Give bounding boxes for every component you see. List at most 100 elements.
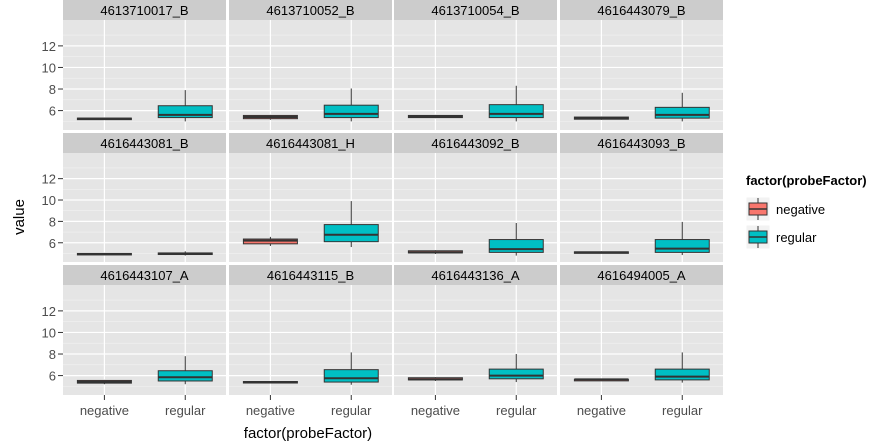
facet-strip (229, 265, 392, 285)
facet-strip-label: 4616443079_B (597, 3, 685, 18)
facet-strip-label: 4616494005_A (597, 268, 686, 283)
x-tick-label: regular (496, 403, 537, 418)
legend-title: factor(probeFactor) (746, 173, 867, 188)
facet-strip (63, 133, 226, 153)
box-negative (407, 250, 463, 254)
y-tick-label: 12 (42, 304, 56, 319)
facet-strip-label: 4616443115_B (267, 268, 354, 283)
facet-strip-label: 4613710052_B (266, 3, 354, 18)
facet-strip (63, 0, 226, 20)
x-tick-label: negative (246, 403, 295, 418)
legend-label: negative (776, 202, 825, 217)
x-axes: negative regular negative regular negative re… (80, 395, 703, 418)
box-regular (654, 352, 710, 383)
box-regular (157, 90, 213, 122)
y-axes: 6 8 10 12 6 8 10 12 6 8 10 12 (42, 39, 63, 384)
facet-strip (394, 265, 557, 285)
box-negative (573, 116, 629, 120)
box-regular (323, 201, 379, 248)
facet-strip-label: 4613710054_B (431, 3, 519, 18)
panel-background (63, 153, 226, 262)
facet-strip-label: 4616443081_B (100, 136, 188, 151)
facet-panel: 4616443092_B (394, 133, 557, 262)
facet-panel: 4613710017_B (63, 0, 226, 130)
x-tick-label: regular (331, 403, 372, 418)
facet-panel: 4616443136_A (394, 265, 557, 395)
panel-background (229, 153, 392, 262)
box-negative (76, 252, 132, 256)
y-tick-label: 12 (42, 172, 56, 187)
facet-strip (560, 133, 723, 153)
box-iqr (323, 369, 379, 383)
facet-strip-label: 4616443081_H (266, 136, 355, 151)
x-tick-label: regular (165, 403, 206, 418)
facet-strip-label: 4616443136_A (431, 268, 520, 283)
y-tick-label: 10 (42, 193, 56, 208)
box-negative (407, 114, 463, 119)
box-regular (323, 352, 379, 385)
y-tick-label: 6 (49, 104, 56, 119)
box-negative (242, 114, 298, 120)
x-tick-label: regular (662, 403, 703, 418)
box-iqr (323, 104, 379, 119)
y-tick-label: 8 (49, 214, 56, 229)
box-negative (242, 236, 298, 246)
facet-panel: 4616443115_B (229, 265, 392, 395)
legend-item-negative: negative (745, 196, 825, 222)
y-tick-label: 6 (49, 369, 56, 384)
facet-panel: 4616443079_B (560, 0, 723, 130)
y-axis-title: value (11, 199, 28, 235)
box-negative (573, 378, 629, 382)
box-regular (488, 354, 544, 383)
box-iqr (157, 105, 213, 119)
box-iqr (488, 239, 544, 253)
box-negative (242, 380, 298, 384)
box-regular (323, 88, 379, 122)
facet-strip (229, 133, 392, 153)
facet-panel: 4613710054_B (394, 0, 557, 130)
y-tick-label: 8 (49, 82, 56, 97)
facet-strip-label: 4616443107_A (100, 268, 189, 283)
facet-panels: 4613710017_B 4613710052_B 4613710054_B 4616… (63, 0, 723, 395)
box-regular (654, 221, 710, 256)
box-iqr (488, 368, 544, 380)
facet-panel: 4616443081_H (229, 133, 392, 262)
y-tick-label: 6 (49, 236, 56, 251)
box-negative (407, 377, 463, 381)
box-regular (157, 251, 213, 256)
box-iqr (488, 104, 544, 119)
box-negative (76, 117, 132, 121)
facet-panel: 4616443093_B (560, 133, 723, 262)
x-tick-label: negative (577, 403, 626, 418)
facet-strip (63, 265, 226, 285)
facet-strip (394, 133, 557, 153)
facet-strip (560, 265, 723, 285)
box-regular (654, 92, 710, 122)
facet-strip (229, 0, 392, 20)
facet-panel: 4616443107_A (63, 265, 226, 395)
box-iqr (654, 239, 710, 253)
box-negative (573, 251, 629, 254)
facet-strip (394, 0, 557, 20)
facet-strip-label: 4616443092_B (431, 136, 519, 151)
box-iqr (323, 224, 379, 243)
facet-panel: 4613710052_B (229, 0, 392, 130)
x-tick-label: negative (80, 403, 129, 418)
legend: factor(probeFactor) negative regular (745, 173, 867, 250)
x-tick-label: negative (411, 403, 460, 418)
y-tick-label: 12 (42, 39, 56, 54)
legend-item-regular: regular (745, 224, 817, 250)
y-tick-label: 10 (42, 325, 56, 340)
box-regular (157, 356, 213, 385)
facet-panel: 4616443081_B (63, 133, 226, 262)
y-tick-label: 10 (42, 60, 56, 75)
box-iqr (157, 370, 213, 382)
legend-label: regular (776, 230, 817, 245)
y-tick-label: 8 (49, 347, 56, 362)
facet-panel: 4616494005_A (560, 265, 723, 395)
box-regular (488, 222, 544, 256)
box-regular (488, 85, 544, 122)
facet-strip-label: 4613710017_B (100, 3, 188, 18)
facet-strip (560, 0, 723, 20)
